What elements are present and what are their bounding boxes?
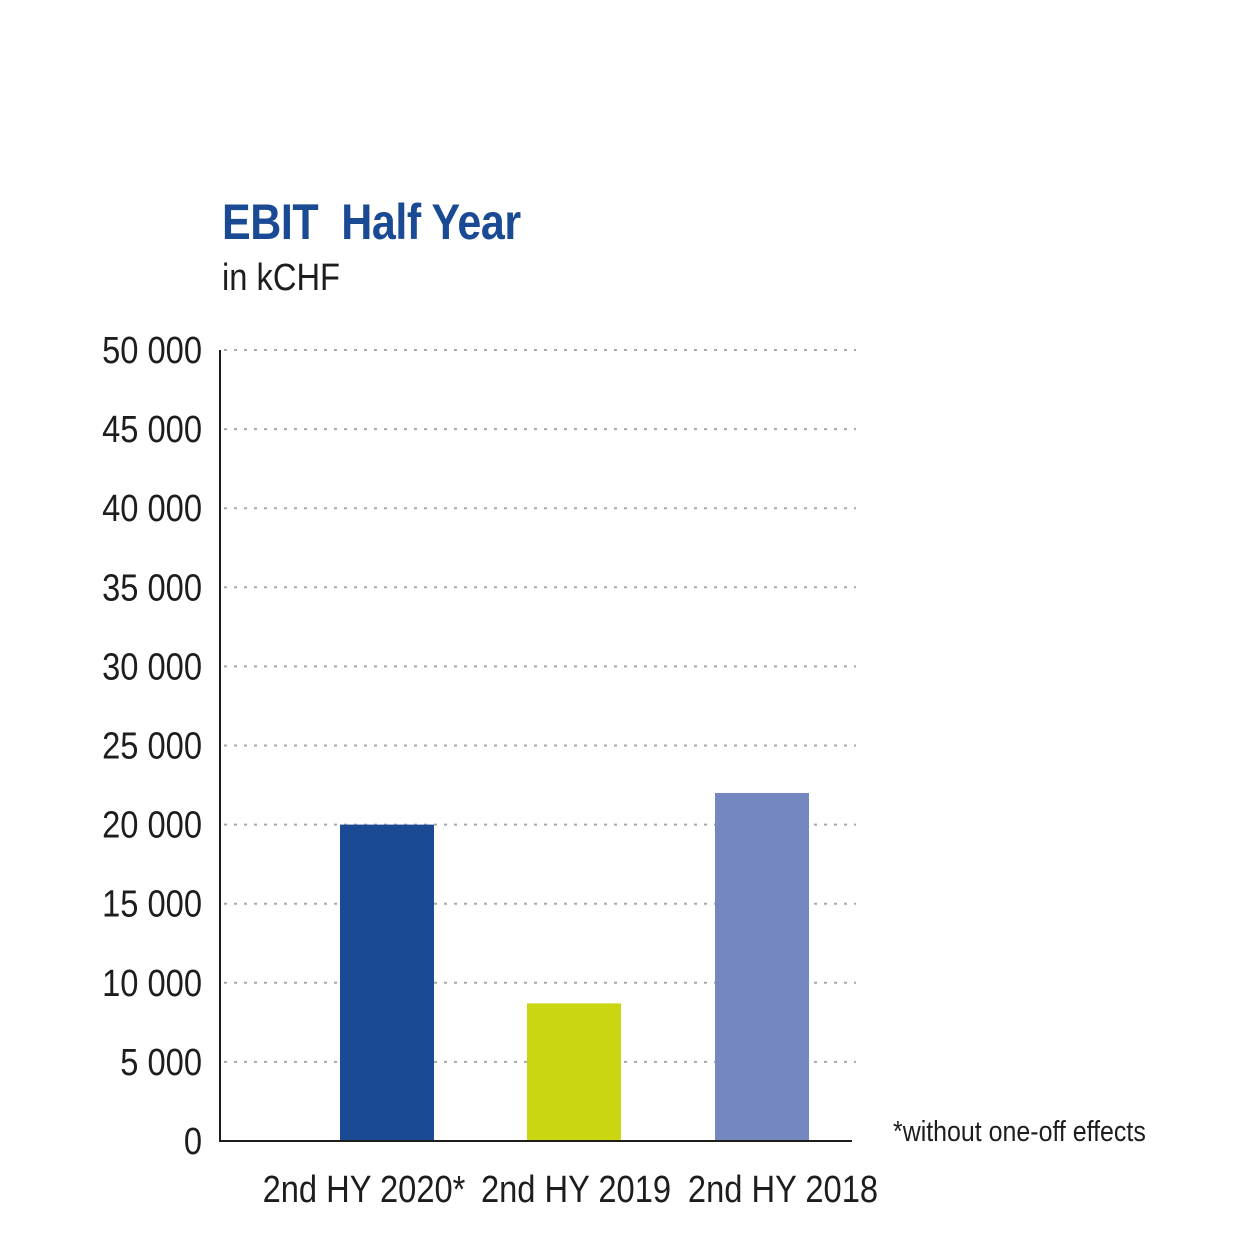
y-tick-label: 30 000 — [102, 645, 202, 688]
y-tick-label: 35 000 — [102, 566, 202, 609]
bars — [340, 792, 809, 1141]
axes — [219, 350, 852, 1142]
x-category-labels: 2nd HY 2020* 2nd HY 2019 2nd HY 2018 — [263, 1168, 878, 1211]
y-tick-label: 5 000 — [120, 1041, 202, 1084]
y-tick-label: 25 000 — [102, 724, 202, 767]
x-category-label: 2nd HY 2019 — [481, 1168, 671, 1211]
x-category-label: 2nd HY 2020* — [263, 1168, 466, 1211]
y-tick-label: 20 000 — [102, 803, 202, 846]
bar — [715, 792, 809, 1141]
y-tick-labels: 0 5 000 10 000 15 000 20 000 25 000 30 000 35 0… — [102, 329, 202, 1163]
bar — [527, 1003, 621, 1141]
y-tick-label: 15 000 — [102, 882, 202, 925]
x-category-label: 2nd HY 2018 — [688, 1168, 878, 1211]
y-tick-label: 40 000 — [102, 487, 202, 530]
y-tick-label: 10 000 — [102, 961, 202, 1004]
y-tick-label: 50 000 — [102, 329, 202, 372]
chart-title: EBIT Half Year — [222, 194, 521, 250]
footnote-annotation: *without one-off effects — [893, 1116, 1146, 1148]
y-tick-label: 45 000 — [102, 408, 202, 451]
bar — [340, 824, 434, 1141]
y-tick-label: 0 — [184, 1120, 202, 1163]
chart-unit-subtitle: in kCHF — [222, 257, 341, 299]
